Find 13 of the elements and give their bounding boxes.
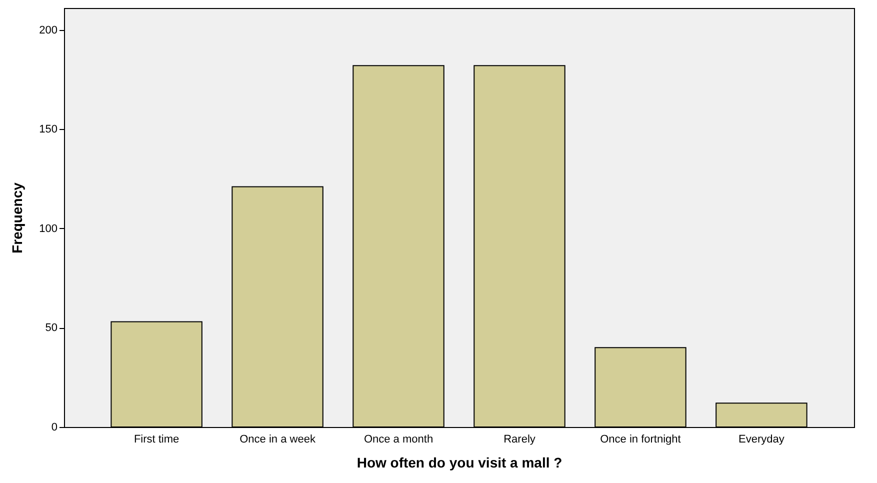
- y-tick-label: 50: [45, 322, 58, 334]
- y-tick-label: 200: [39, 24, 58, 36]
- y-axis-title: Frequency: [9, 182, 26, 254]
- x-tick-label: Once a month: [364, 434, 434, 446]
- x-axis-title: How often do you visit a mall ?: [356, 454, 562, 470]
- x-tick-label: Once in fortnight: [600, 434, 681, 446]
- y-tick-label: 150: [39, 124, 58, 136]
- x-tick-label: First time: [134, 434, 180, 446]
- y-tick-label: 100: [39, 222, 58, 235]
- y-tick-label: 0: [51, 422, 58, 434]
- x-tick-label: Once in a week: [240, 434, 316, 446]
- x-tick-label: Everyday: [738, 434, 785, 446]
- x-tick-label: Rarely: [504, 434, 536, 446]
